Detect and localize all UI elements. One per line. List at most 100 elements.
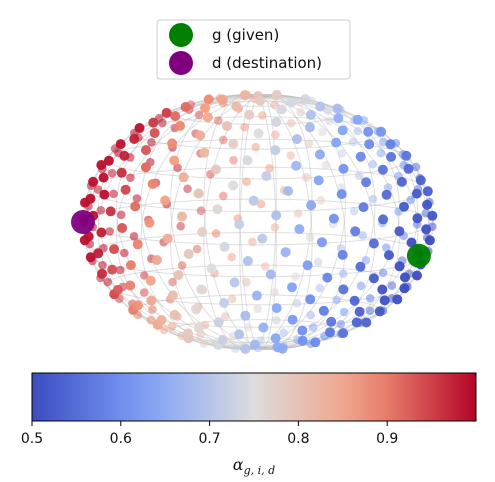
sphere-data-point xyxy=(214,116,223,125)
sphere-data-point xyxy=(394,226,405,237)
sphere-data-point xyxy=(146,295,157,306)
sphere-data-point xyxy=(202,112,213,123)
legend: g (given) d (destination) xyxy=(156,19,351,80)
sphere-data-point xyxy=(217,94,228,105)
sphere-data-point xyxy=(99,189,110,200)
sphere-data-point xyxy=(239,90,250,101)
sphere-data-point xyxy=(365,306,375,316)
sphere-data-point xyxy=(310,337,321,348)
sphere-data-point xyxy=(180,102,191,112)
sphere-data-point xyxy=(325,116,334,126)
sphere-data-point xyxy=(107,264,118,275)
sphere-data-point xyxy=(125,280,136,291)
sphere-data-point xyxy=(368,273,379,284)
sphere-data-point xyxy=(97,268,107,279)
sphere-data-point xyxy=(234,329,245,340)
sphere-data-point xyxy=(322,272,333,283)
sphere-data-point xyxy=(333,113,344,124)
sphere-data-point xyxy=(368,194,378,204)
sphere-data-point xyxy=(96,160,107,170)
sphere-data-point xyxy=(313,257,323,267)
sphere-data-point xyxy=(287,282,297,293)
sphere-data-point xyxy=(412,213,423,224)
sphere-data-point xyxy=(276,104,287,115)
sphere-data-point xyxy=(339,307,349,317)
sphere-data-point xyxy=(377,164,388,175)
sphere-data-point xyxy=(132,239,143,250)
sphere-data-point xyxy=(350,226,361,237)
sphere-data-point xyxy=(261,171,272,182)
sphere-longitude-line xyxy=(97,95,419,349)
colorbar-tick-label: 0.7 xyxy=(198,431,220,447)
sphere-data-point xyxy=(364,139,375,150)
sphere-data-point xyxy=(105,227,114,236)
sphere-data-point xyxy=(196,206,206,215)
sphere-data-point xyxy=(338,284,349,295)
sphere-data-point xyxy=(306,200,317,211)
sphere-data-point xyxy=(175,120,185,131)
sphere-data-point xyxy=(227,252,236,262)
colorbar-gradient xyxy=(31,372,477,422)
sphere-data-point xyxy=(293,209,303,218)
sphere-data-point xyxy=(270,145,281,156)
sphere-data-point xyxy=(336,319,346,329)
sphere-data-point xyxy=(255,95,266,106)
sphere-data-point xyxy=(401,150,412,161)
sphere-data-point xyxy=(338,328,349,339)
special-point-d xyxy=(71,210,95,234)
sphere-data-point xyxy=(253,128,264,139)
sphere-data-point xyxy=(240,344,251,354)
sphere-data-point xyxy=(107,168,117,178)
sphere-data-point xyxy=(378,268,388,278)
legend-frame xyxy=(156,19,351,80)
sphere-data-point xyxy=(169,309,180,320)
sphere-data-point xyxy=(400,272,410,283)
sphere-data-point xyxy=(265,269,276,280)
sphere-data-point xyxy=(261,262,270,271)
sphere-data-point xyxy=(326,316,337,327)
sphere-data-point xyxy=(304,122,315,133)
sphere-data-point xyxy=(227,294,237,304)
sphere-data-point xyxy=(313,175,324,186)
sphere-data-point xyxy=(336,189,347,200)
sphere-data-point xyxy=(251,142,260,152)
sphere-data-point xyxy=(93,248,104,259)
colorbar: 0.5 0.6 0.7 0.8 0.9 αg, i, d xyxy=(21,372,477,477)
sphere-data-point xyxy=(272,342,283,353)
sphere-data-point xyxy=(248,237,257,247)
sphere-data-point xyxy=(286,118,296,128)
sphere-data-point xyxy=(349,206,359,216)
sphere-data-point xyxy=(222,121,232,131)
sphere-data-point xyxy=(424,235,435,246)
sphere-data-point xyxy=(251,290,262,301)
sphere-data-point xyxy=(253,304,262,314)
sphere-data-point xyxy=(382,243,391,252)
sphere-data-point xyxy=(242,155,253,166)
sphere-data-point xyxy=(415,175,426,186)
sphere-data-point xyxy=(146,315,156,325)
sphere-data-point xyxy=(265,164,274,173)
sphere-data-point xyxy=(240,122,249,132)
sphere-data-point xyxy=(355,261,366,272)
sphere-data-point xyxy=(116,167,127,178)
sphere-data-point xyxy=(231,101,242,112)
sphere-data-point xyxy=(195,130,206,141)
sphere-data-point xyxy=(129,232,139,241)
sphere-data-point xyxy=(176,221,185,231)
sphere-data-point xyxy=(271,117,282,127)
sphere-data-point xyxy=(234,219,245,230)
sphere-data-point xyxy=(177,211,187,222)
sphere-data-point xyxy=(328,213,339,224)
sphere-data-point xyxy=(211,229,221,238)
sphere-data-point xyxy=(354,171,364,181)
sphere-data-point xyxy=(361,317,372,328)
sphere-data-point xyxy=(280,247,291,258)
sphere-data-point xyxy=(203,94,214,105)
sphere-data-point xyxy=(399,283,410,294)
sphere-data-point xyxy=(315,283,325,293)
sphere-data-point xyxy=(240,310,251,321)
sphere-data-point xyxy=(219,191,228,201)
sphere-data-point xyxy=(368,238,379,249)
sphere-data-point xyxy=(206,263,217,274)
sphere-data-point xyxy=(321,160,331,170)
